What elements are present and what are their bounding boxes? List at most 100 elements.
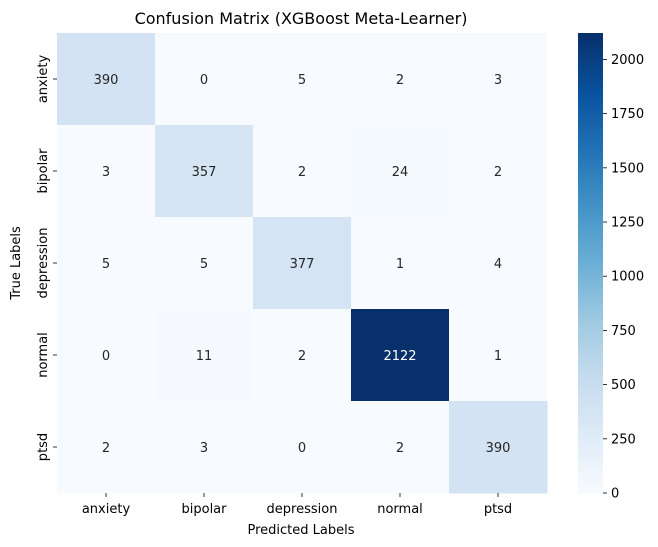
colorbar-segment [578,228,603,232]
colorbar-segment [578,58,603,62]
colorbar-segment [578,161,603,165]
colorbar-segment [578,35,603,39]
colorbar-segment [578,479,603,483]
colorbar-segment [578,410,603,414]
colorbar-segment [578,426,603,430]
colorbar-segment [578,97,603,101]
colorbar-segment [578,290,603,294]
colorbar-segment [578,168,603,172]
colorbar-segment [578,421,603,425]
colorbar-segment [578,145,603,149]
colorbar-segment [578,302,603,305]
colorbar-segment [578,191,603,195]
colorbar-segment [578,272,603,276]
colorbar-segment [578,187,603,190]
colorbar-segment [578,382,603,386]
colorbar-tick-label: 2000 [611,53,644,68]
colorbar-segment [578,189,603,193]
colorbar-segment [578,205,603,209]
colorbar-segment [578,240,603,243]
colorbar-segment [578,306,603,310]
colorbar-segment [578,173,603,177]
cell-value-label: 2 [298,349,306,364]
colorbar-segment [578,200,603,204]
colorbar-segment [578,419,603,423]
colorbar-segment [578,111,603,115]
cell-value-label: 377 [290,257,315,272]
colorbar-segment [578,313,603,317]
heatmap-cell [57,401,156,494]
colorbar-tick-label: 750 [611,324,636,339]
colorbar-tick-label: 1000 [611,270,644,285]
colorbar-segment [578,472,603,476]
colorbar-segment [578,476,603,480]
colorbar-segment [578,428,603,432]
cell-value-label: 2 [494,165,502,180]
colorbar-segment [578,286,603,289]
heatmap-cell [449,217,548,310]
colorbar-segment [578,237,603,241]
colorbar-segment [578,396,603,400]
colorbar-segment [578,217,603,220]
colorbar-segment [578,219,603,223]
colorbar-segment [578,37,603,41]
colorbar-segment [578,263,603,266]
colorbar-segment [578,166,603,170]
colorbar-segment [578,56,603,59]
colorbar-segment [578,295,603,299]
colorbar-segment [578,361,603,365]
colorbar-segment [578,265,603,269]
colorbar-segment [578,210,603,213]
colorbar-segment [578,53,603,57]
colorbar-segment [578,120,603,124]
colorbar-segment [578,81,603,85]
colorbar-segment [578,60,603,64]
colorbar-segment [578,221,603,225]
colorbar-segment [578,435,603,439]
colorbar-segment [578,253,603,257]
colorbar-segment [578,430,603,434]
colorbar-segment [578,42,603,46]
colorbar-segment [578,357,603,361]
colorbar-segment [578,348,603,351]
colorbar-segment [578,458,603,462]
colorbar-segment [578,143,603,147]
colorbar-segment [578,373,603,377]
colorbar-tick-label: 500 [611,378,636,393]
colorbar-segment [578,463,603,466]
heatmap-cell [351,309,450,402]
cell-value-label: 3 [102,165,110,180]
heatmap-cell [57,33,156,126]
colorbar-segment [578,378,603,381]
cell-value-label: 2 [396,441,404,456]
colorbar-tick-label: 1750 [611,107,644,122]
colorbar-segment [578,79,603,82]
heatmap-cell [253,401,352,494]
colorbar-segment [578,157,603,161]
colorbar-segment [578,62,603,66]
heatmap-cell [253,217,352,310]
chart-title: Confusion Matrix (XGBoost Meta-Learner) [135,9,468,28]
colorbar-tick-label: 0 [611,487,619,502]
heatmap-cell [155,33,254,126]
colorbar-segment [578,150,603,154]
colorbar-segment [578,299,603,303]
colorbar-segment [578,288,603,292]
colorbar-segment [578,226,603,230]
colorbar-segment [578,184,603,188]
colorbar-segment [578,465,603,469]
colorbar-segment [578,283,603,287]
colorbar-segment [578,122,603,126]
colorbar-segment [578,304,603,308]
cell-value-label: 390 [94,73,119,88]
cell-value-label: 11 [196,349,213,364]
cell-value-label: 0 [298,441,306,456]
colorbar-segment [578,152,603,156]
colorbar-segment [578,251,603,255]
colorbar-segment [578,46,603,50]
colorbar-segment [578,180,603,184]
colorbar-segment [578,486,603,489]
heatmap-cell [253,33,352,126]
colorbar-tick-label: 1250 [611,216,644,231]
colorbar-segment [578,345,603,349]
